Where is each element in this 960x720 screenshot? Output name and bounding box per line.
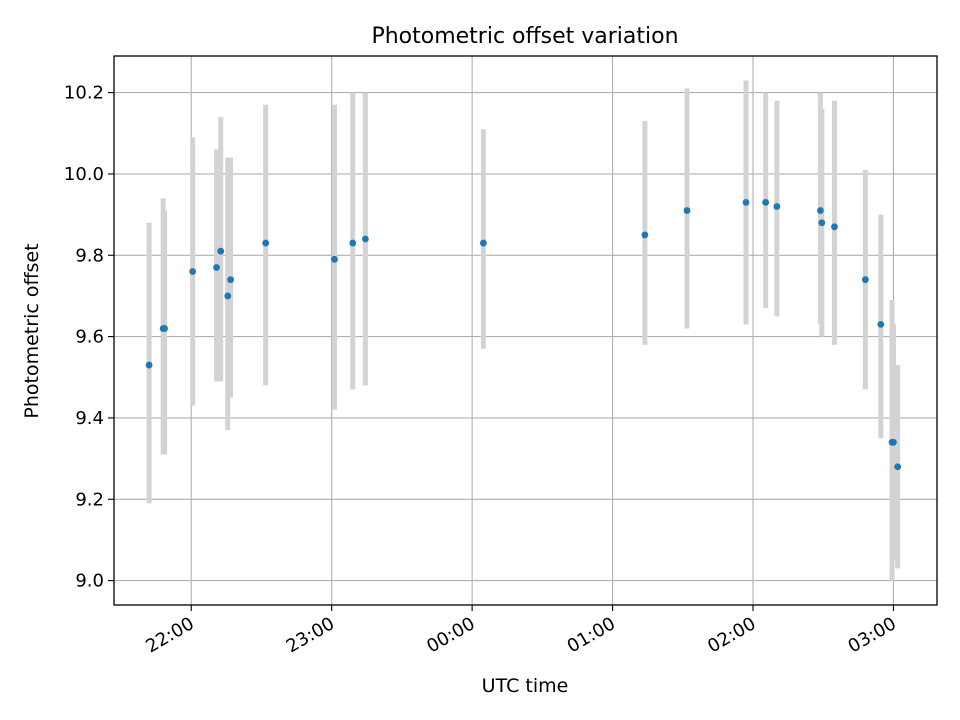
data-point bbox=[762, 199, 770, 206]
y-tick-label: 10.2 bbox=[64, 83, 104, 104]
data-point bbox=[262, 239, 270, 247]
data-point bbox=[479, 239, 487, 247]
data-point bbox=[890, 438, 897, 446]
data-point bbox=[861, 276, 869, 284]
data-point bbox=[361, 235, 369, 243]
x-axis-label: UTC time bbox=[482, 675, 569, 697]
y-tick-label: 9.2 bbox=[75, 489, 104, 510]
y-axis-ticks: 9.0 9.2 9.4 9.6 9.8 10.0 10.2 bbox=[64, 83, 114, 592]
data-point bbox=[877, 321, 885, 328]
data-point bbox=[161, 325, 168, 332]
data-point bbox=[773, 203, 781, 210]
y-tick-label: 9.4 bbox=[75, 408, 104, 429]
data-point bbox=[331, 255, 338, 263]
data-point bbox=[818, 219, 826, 227]
data-point bbox=[213, 264, 220, 271]
chart-title: Photometric offset variation bbox=[371, 24, 678, 49]
data-point bbox=[683, 207, 691, 214]
y-axis-label: Photometric offset bbox=[21, 243, 43, 418]
data-point bbox=[224, 292, 232, 300]
y-tick-label: 9.6 bbox=[75, 327, 104, 348]
data-point bbox=[217, 247, 225, 255]
data-point bbox=[145, 361, 153, 369]
y-tick-label: 9.8 bbox=[75, 245, 104, 266]
data-point bbox=[189, 268, 197, 275]
data-point bbox=[641, 231, 649, 239]
data-point bbox=[817, 207, 824, 214]
y-tick-label: 9.0 bbox=[75, 571, 104, 592]
data-point bbox=[742, 199, 750, 206]
data-points bbox=[145, 199, 902, 471]
data-point bbox=[831, 223, 838, 231]
data-point bbox=[349, 239, 357, 247]
data-point bbox=[894, 463, 902, 471]
data-point bbox=[227, 276, 234, 284]
y-tick-label: 10.0 bbox=[64, 164, 104, 185]
plot-frame bbox=[113, 55, 938, 606]
